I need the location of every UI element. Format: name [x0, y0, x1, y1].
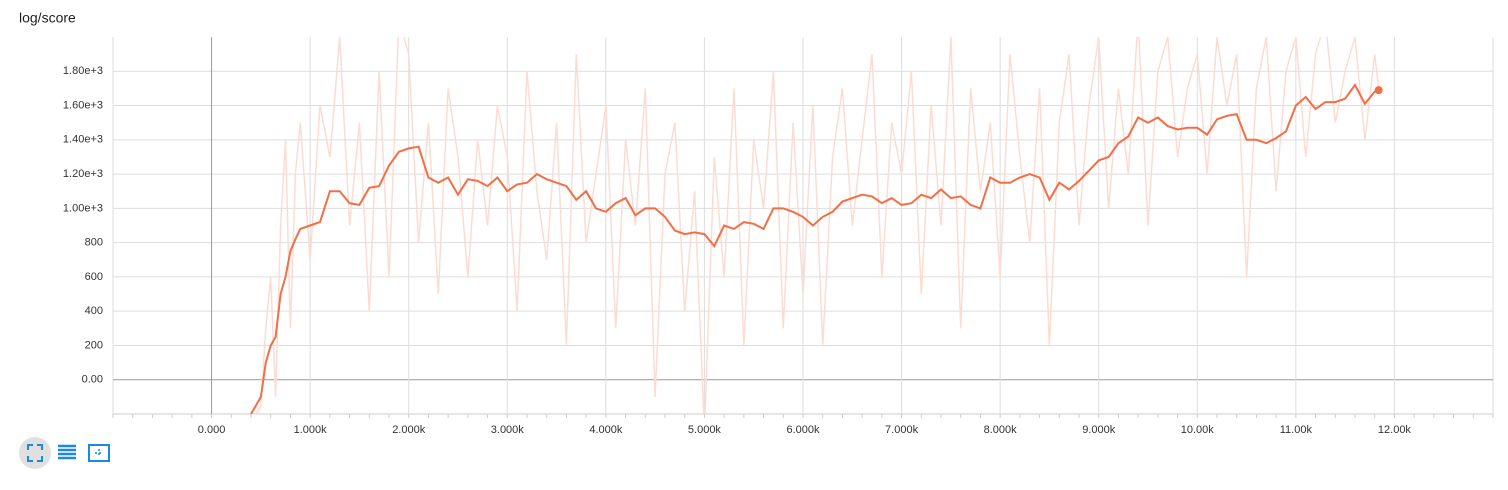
raw-line — [255, 37, 1380, 414]
y-tick-label: 1.40e+3 — [63, 134, 103, 146]
x-tick-label: 7.000k — [885, 424, 919, 436]
x-tick-label: 2.000k — [392, 424, 426, 436]
x-tick-label: 5.000k — [688, 424, 722, 436]
plot-area — [250, 37, 1383, 414]
y-tick-label: 200 — [85, 339, 103, 351]
smoothed-line — [250, 83, 1380, 414]
x-tick-label: 1.000k — [294, 424, 328, 436]
x-tick-label: 12.00k — [1378, 424, 1412, 436]
chart-title: log/score — [19, 10, 76, 26]
x-tick-label: 11.00k — [1280, 424, 1313, 436]
y-tick-label: 1.60e+3 — [63, 99, 103, 111]
x-tick-label: 6.000k — [786, 424, 820, 436]
y-tick-label: 600 — [85, 271, 103, 283]
y-tick-label: 400 — [85, 305, 103, 317]
y-tick-label: 1.80e+3 — [63, 65, 103, 77]
x-tick-label: 0.000 — [198, 424, 226, 436]
x-tick-label: 8.000k — [984, 424, 1018, 436]
y-tick-label: 0.00 — [82, 374, 103, 386]
data-selection-button[interactable] — [88, 444, 110, 462]
x-tick-label: 3.000k — [491, 424, 525, 436]
x-tick-label: 10.00k — [1181, 424, 1215, 436]
fit-domain-button[interactable] — [19, 437, 51, 469]
toolbar — [19, 437, 110, 469]
fit-icon — [27, 444, 43, 462]
last-point — [1374, 86, 1383, 95]
selection-icon — [95, 449, 103, 457]
y-tick-label: 1.00e+3 — [63, 202, 103, 214]
y-tick-label: 1.20e+3 — [63, 168, 103, 180]
x-tick-label: 4.000k — [589, 424, 623, 436]
log-scale-button[interactable] — [58, 444, 76, 460]
x-tick-label: 9.000k — [1082, 424, 1116, 436]
y-tick-label: 800 — [85, 237, 103, 249]
